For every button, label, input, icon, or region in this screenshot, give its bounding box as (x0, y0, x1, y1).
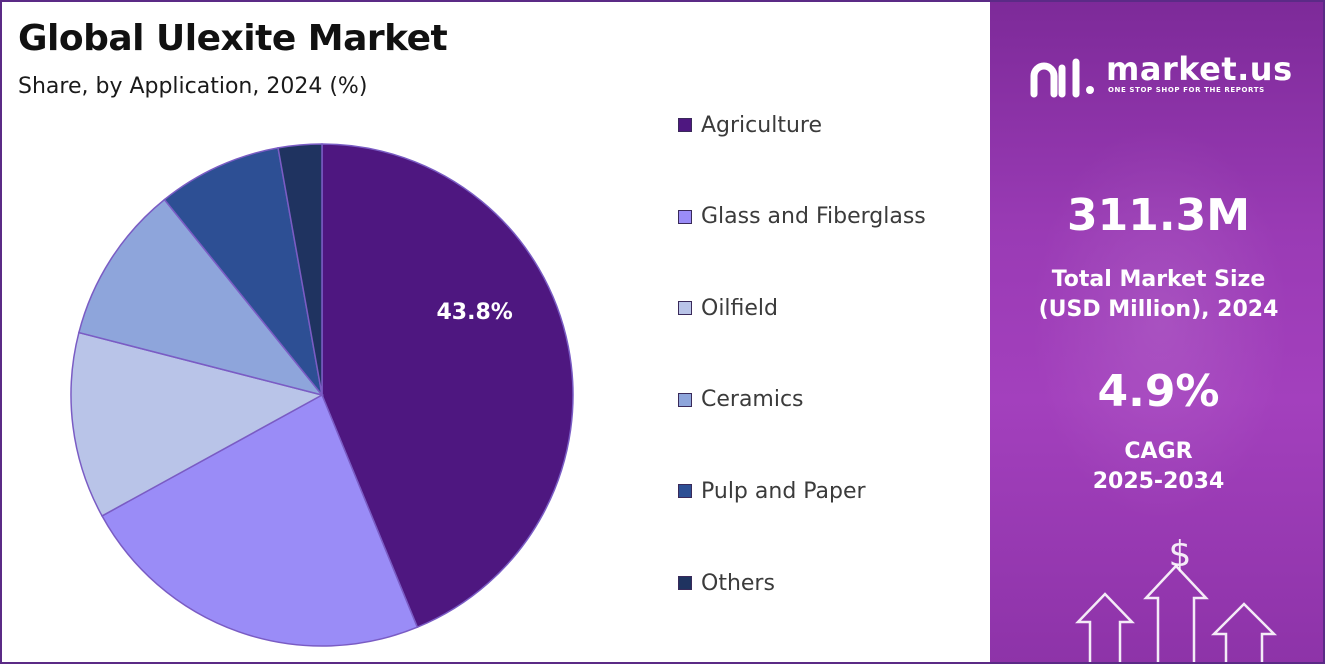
legend-swatch (678, 209, 692, 224)
dollar-icon: $ (1169, 534, 1192, 575)
pie-slice-ceramics (77, 198, 325, 397)
legend-label: Glass and Fiberglass (701, 204, 926, 230)
cagr-value: 4.9% (1097, 366, 1220, 417)
legend-label: Others (701, 570, 775, 596)
legend-item: Ceramics (678, 385, 804, 415)
brand-logo: market.us ONE STOP SHOP FOR THE REPORTS (1028, 50, 1308, 110)
pie-chart: 43.8% (70, 143, 574, 647)
legend-item: Oilfield (678, 293, 778, 323)
legend-label: Pulp and Paper (701, 478, 866, 504)
legend-swatch (678, 118, 692, 132)
legend-label: Ceramics (701, 387, 804, 413)
cagr-label: CAGR (1124, 439, 1193, 464)
cagr-period: 2025-2034 (1092, 469, 1225, 494)
chart-panel: Global Ulexite Market Share, by Applicat… (2, 2, 990, 662)
legend-item: Glass and Fiberglass (678, 202, 926, 232)
legend-swatch (678, 484, 692, 499)
legend-item: Others (678, 568, 775, 598)
data-label-agriculture: 43.8% (437, 300, 513, 325)
pie-slice-oilfield (70, 331, 325, 517)
brand-name: market.us (1106, 50, 1293, 88)
legend-item: Agriculture (678, 110, 822, 140)
summary-panel: market.us ONE STOP SHOP FOR THE REPORTS … (990, 2, 1323, 662)
legend-swatch (678, 392, 692, 407)
legend-swatch (678, 576, 692, 590)
pie-slice-others (277, 143, 323, 396)
legend-label: Agriculture (701, 112, 822, 138)
background-glow (1030, 122, 1290, 522)
market-size-label-line1: Total Market Size (1051, 267, 1266, 292)
chart-subtitle: Share, by Application, 2024 (%) (18, 74, 368, 99)
brand-tagline: ONE STOP SHOP FOR THE REPORTS (1108, 86, 1265, 94)
legend-swatch (678, 301, 692, 316)
pie-slice-pulp-and-paper (163, 147, 323, 396)
pie-slice-agriculture (321, 143, 574, 629)
pie-slice-glass-and-fiberglass (101, 393, 419, 647)
legend-label: Oilfield (701, 295, 779, 321)
market-us-logo-icon (1030, 58, 1094, 98)
legend-item: Pulp and Paper (678, 476, 866, 506)
chart-title: Global Ulexite Market (18, 18, 448, 59)
market-size-value: 311.3M (1067, 190, 1250, 241)
growth-arrows-decoration: $ (1075, 534, 1278, 662)
market-size-label-line2: (USD Million), 2024 (1038, 297, 1279, 322)
